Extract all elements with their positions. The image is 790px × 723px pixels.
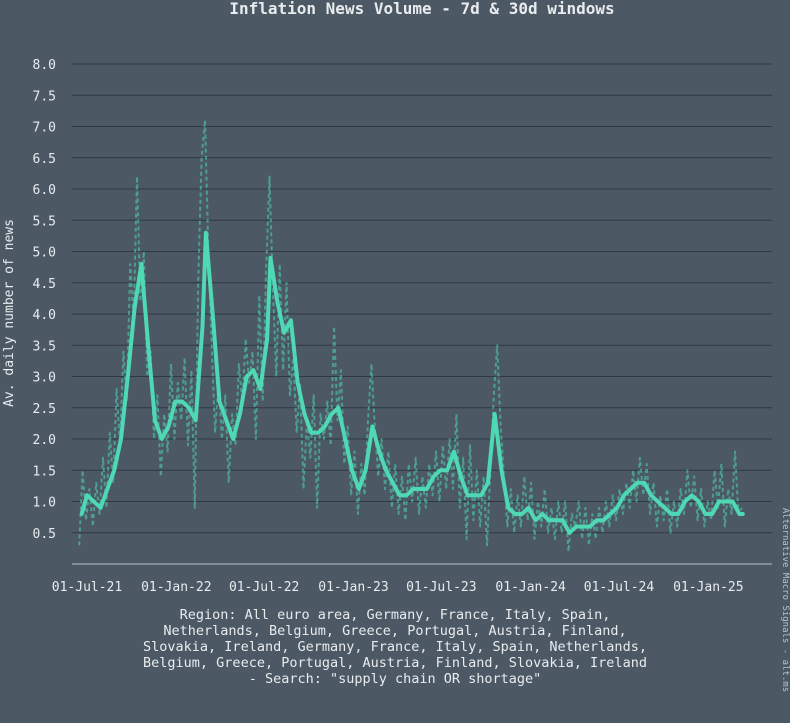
y-axis-ticks: 0.5 1.0 1.5 2.0 2.5 3.0 3.5 4.0 4.5 5.0 5.5 6.0 6.5 7… (33, 58, 56, 542)
y-tick-label: 3.5 (33, 339, 56, 354)
x-axis-ticks: 01-Jul-21 01-Jan-22 01-Jul-22 01-Jan-23 01-J… (52, 580, 744, 595)
y-tick-label: 7.0 (33, 121, 56, 136)
y-tick-label: 6.0 (33, 183, 56, 198)
y-axis-label: Av. daily number of news (2, 219, 17, 407)
x-tick-label: 01-Jan-22 (141, 580, 211, 595)
x-tick-label: 01-Jul-21 (52, 580, 122, 595)
x-tick-label: 01-Jul-22 (229, 580, 299, 595)
chart-title: Inflation News Volume - 7d & 30d windows (229, 0, 614, 18)
chart-caption: Region: All euro area, Germany, France, … (143, 607, 647, 687)
y-tick-label: 8.0 (33, 58, 56, 73)
y-tick-label: 5.0 (33, 246, 56, 261)
y-tick-label: 1.5 (33, 464, 56, 479)
y-tick-label: 6.5 (33, 152, 56, 167)
x-tick-label: 01-Jul-23 (406, 580, 476, 595)
y-tick-label: 7.5 (33, 89, 56, 104)
y-tick-label: 2.0 (33, 433, 56, 448)
y-tick-label: 4.0 (33, 308, 56, 323)
series-lines (78, 119, 745, 553)
y-tick-label: 3.0 (33, 371, 56, 386)
y-tick-label: 1.0 (33, 496, 56, 511)
source-note: Alternative Macro Signals - alt.ms (780, 508, 790, 692)
y-tick-label: 4.5 (33, 277, 56, 292)
grid-lines (72, 63, 772, 565)
x-tick-label: 01-Jan-25 (673, 580, 743, 595)
x-tick-label: 01-Jan-24 (495, 580, 566, 595)
y-tick-label: 0.5 (33, 527, 56, 542)
series-30d-line (79, 230, 745, 535)
y-tick-label: 2.5 (33, 402, 56, 417)
x-tick-label: 01-Jan-23 (318, 580, 388, 595)
y-tick-label: 5.5 (33, 214, 56, 229)
series-7d-line (78, 119, 743, 553)
x-tick-label: 01-Jul-24 (584, 580, 655, 595)
